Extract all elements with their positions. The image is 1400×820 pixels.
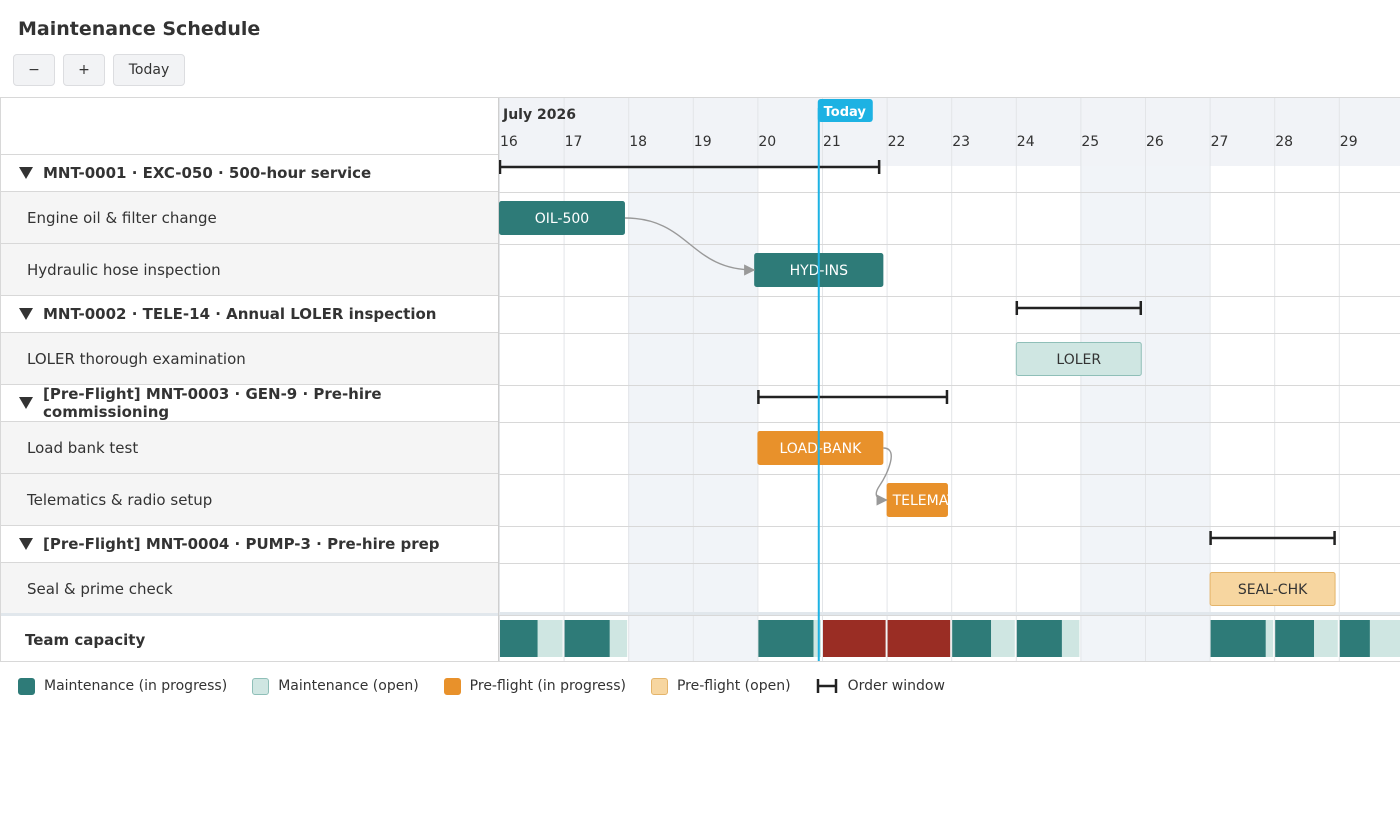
legend-item: Pre-flight (in progress): [443, 677, 626, 695]
capacity-load-bar: [500, 620, 538, 657]
legend-swatch: [443, 677, 461, 695]
capacity-load-bar: [887, 620, 951, 657]
zoom-in-button[interactable]: +: [63, 54, 105, 86]
task-bar[interactable]: [1209, 572, 1336, 606]
collapse-toggle-icon[interactable]: [19, 167, 33, 179]
day-label: 16: [500, 134, 518, 150]
legend-item: Maintenance (open): [252, 677, 419, 695]
legend-item: Pre-flight (open): [650, 677, 791, 695]
legend-swatch: [252, 677, 270, 695]
order-window-icon: [816, 679, 837, 693]
legend-label: Order window: [847, 678, 945, 694]
day-label: 29: [1340, 134, 1358, 150]
legend: Maintenance (in progress) Maintenance (op…: [18, 677, 970, 695]
group-label: [Pre-Flight] MNT-0003 · GEN-9 · Pre-hire…: [43, 385, 382, 421]
task-bar-label: SEAL-CHK: [1238, 582, 1308, 598]
day-label: 26: [1146, 134, 1164, 150]
day-label: 25: [1081, 134, 1099, 150]
legend-label: Maintenance (in progress): [44, 678, 228, 694]
toolbar: − + Today: [13, 54, 185, 86]
today-flag: [817, 99, 873, 122]
capacity-load-bar: [952, 620, 992, 657]
timeline-svg: July 2026 16 17 18 19 20 21 22 23 24 25 26 27 28 29 OIL…: [499, 98, 1400, 661]
capacity-load-bar: [1339, 620, 1370, 657]
legend-label: Maintenance (open): [278, 678, 419, 694]
day-label: 19: [694, 134, 712, 150]
group-row[interactable]: [Pre-Flight] MNT-0003 · GEN-9 · Pre-hire…: [1, 385, 498, 422]
legend-label: Pre-flight (open): [676, 678, 791, 694]
day-label: 24: [1017, 134, 1035, 150]
task-list-header: [1, 98, 498, 155]
group-label: MNT-0001 · EXC-050 · 500-hour service: [43, 164, 372, 182]
day-label: 17: [565, 134, 583, 150]
weekend-shade: [1080, 166, 1145, 661]
gantt-chart: MNT-0001 · EXC-050 · 500-hour service Eng…: [0, 97, 1400, 662]
day-label: 22: [888, 134, 906, 150]
capacity-load-bar: [758, 620, 814, 657]
weekend-shade: [628, 166, 693, 661]
weekend-shade: [692, 166, 758, 661]
task-bar[interactable]: [757, 431, 884, 465]
task-label: Telematics & radio setup: [27, 490, 213, 509]
day-label: 18: [629, 134, 647, 150]
capacity-divider: [499, 612, 1400, 615]
today-button[interactable]: Today: [113, 54, 185, 86]
task-list-pane: MNT-0001 · EXC-050 · 500-hour service Eng…: [1, 98, 499, 661]
capacity-load-bar: [1275, 620, 1315, 657]
task-row[interactable]: Telematics & radio setup: [1, 474, 498, 526]
task-bar-label: LOLER: [1056, 352, 1101, 368]
day-label: 27: [1211, 134, 1229, 150]
task-row[interactable]: Load bank test: [1, 422, 498, 474]
task-label: LOLER thorough examination: [27, 349, 246, 368]
task-bar[interactable]: [1015, 342, 1142, 376]
dependency-arrow: [875, 447, 892, 506]
task-row[interactable]: LOLER thorough examination: [1, 333, 498, 385]
capacity-row: Team capacity: [1, 613, 498, 661]
task-label: Engine oil & filter change: [27, 208, 217, 227]
dependency-arrow: [624, 217, 756, 276]
weekend-shade: [1145, 166, 1210, 661]
legend-swatch: [18, 677, 35, 695]
group-label: MNT-0002 · TELE-14 · Annual LOLER inspec…: [43, 305, 437, 323]
task-bar[interactable]: [499, 201, 625, 235]
capacity-load-bar: [564, 620, 610, 657]
day-label: 20: [758, 134, 776, 150]
legend-item: Maintenance (in progress): [18, 677, 228, 695]
timeline-header: [499, 98, 1400, 166]
task-row[interactable]: Hydraulic hose inspection: [1, 244, 498, 296]
timeline-pane[interactable]: July 2026 16 17 18 19 20 21 22 23 24 25 26 27 28 29 OIL…: [499, 98, 1400, 661]
group-label: [Pre-Flight] MNT-0004 · PUMP-3 · Pre-hir…: [43, 535, 440, 553]
group-row[interactable]: [Pre-Flight] MNT-0004 · PUMP-3 · Pre-hir…: [1, 526, 498, 563]
month-label: July 2026: [502, 107, 576, 123]
task-row[interactable]: Engine oil & filter change: [1, 192, 498, 244]
task-label: Seal & prime check: [27, 579, 173, 598]
legend-swatch: [650, 677, 668, 695]
page-title: Maintenance Schedule: [18, 18, 261, 40]
today-flag-label: Today: [824, 105, 867, 120]
legend-item: Order window: [816, 677, 945, 695]
collapse-toggle-icon[interactable]: [19, 397, 33, 409]
capacity-load-bar: [823, 620, 886, 657]
task-label: Load bank test: [27, 438, 139, 457]
task-row[interactable]: Seal & prime check: [1, 563, 498, 615]
collapse-toggle-icon[interactable]: [19, 538, 33, 550]
legend-label: Pre-flight (in progress): [469, 678, 626, 694]
group-row[interactable]: MNT-0002 · TELE-14 · Annual LOLER inspec…: [1, 296, 498, 333]
task-bar-label: TELEMATICS: [892, 493, 979, 509]
collapse-toggle-icon[interactable]: [19, 308, 33, 320]
capacity-load-bar: [1210, 620, 1266, 657]
capacity-load-bar: [1016, 620, 1062, 657]
group-row[interactable]: MNT-0001 · EXC-050 · 500-hour service: [1, 155, 498, 192]
task-bar-label: OIL-500: [535, 211, 589, 227]
day-label: 23: [952, 134, 970, 150]
task-bar-label: LOAD-BANK: [779, 441, 862, 457]
zoom-out-button[interactable]: −: [13, 54, 55, 86]
day-label: 28: [1275, 134, 1293, 150]
task-label: Hydraulic hose inspection: [27, 260, 221, 279]
capacity-label: Team capacity: [25, 630, 146, 649]
day-label: 21: [823, 134, 841, 150]
